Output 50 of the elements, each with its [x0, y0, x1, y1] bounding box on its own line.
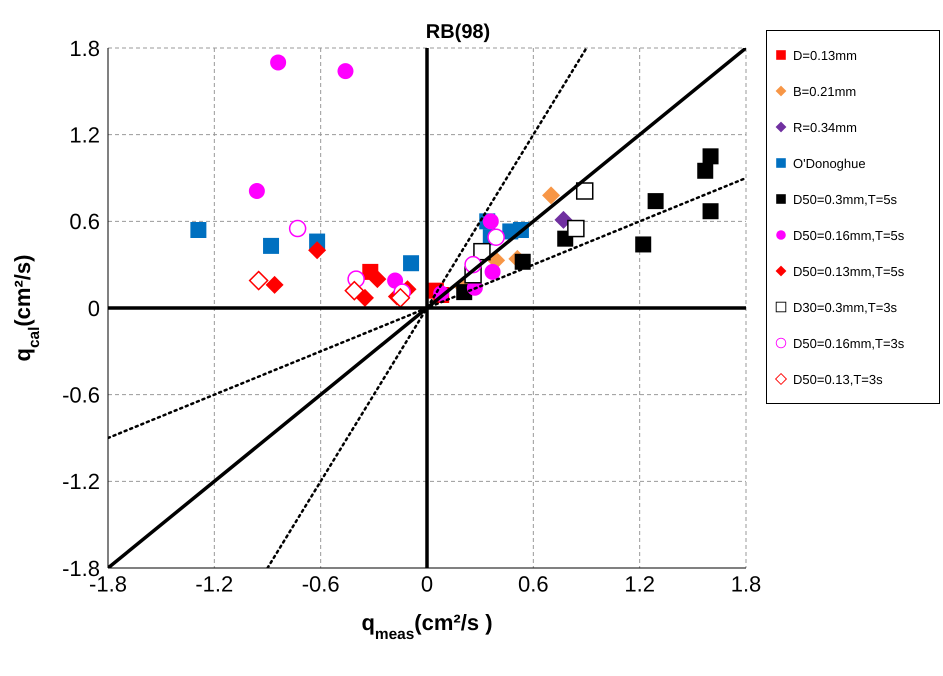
point — [368, 270, 386, 288]
y-tick-label: -0.6 — [62, 382, 100, 408]
point — [266, 276, 284, 294]
x-axis-title: q$_{meas}$(cm²/s ) — [361, 610, 493, 642]
point — [337, 63, 354, 80]
legend-label: R=0.34mm — [793, 120, 857, 134]
point — [514, 254, 531, 270]
legend-label: D50=0.16mm,T=3s — [793, 336, 904, 350]
y-tick-label: -1.2 — [62, 469, 100, 494]
legend-label: D50=0.13,T=3s — [793, 372, 883, 386]
point — [482, 213, 499, 230]
point — [248, 270, 268, 290]
point — [270, 54, 286, 70]
legend-label: D30=0.3mm,T=3s — [793, 300, 898, 314]
x-tick-label: 1.2 — [624, 572, 655, 597]
point — [576, 182, 594, 200]
point — [248, 183, 265, 199]
x-tick-label: 0.6 — [518, 572, 549, 597]
point — [484, 264, 501, 280]
point — [403, 255, 420, 272]
x-tick-label: -0.6 — [302, 572, 340, 597]
y-tick-label: 1.8 — [69, 36, 100, 61]
y-tick-label: 0.6 — [69, 209, 100, 234]
point — [567, 220, 585, 238]
point — [542, 186, 560, 204]
legend-label: D50=0.3mm,T=5s — [793, 192, 898, 206]
legend-label: D=0.13mm — [793, 48, 857, 62]
chart-title: RB(98) — [426, 21, 490, 43]
x-tick-label: 1.8 — [730, 572, 762, 597]
point — [697, 162, 714, 179]
point — [390, 288, 410, 308]
y-tick-label: 1.2 — [69, 122, 100, 148]
point — [648, 193, 664, 210]
legend-label: O'Donoghue — [793, 156, 866, 170]
point — [487, 228, 505, 246]
point — [190, 222, 206, 238]
legend-label: B=0.21mm — [793, 84, 856, 98]
legend-label: D50=0.16mm,T=5s — [793, 228, 904, 242]
point — [554, 210, 572, 229]
y-tick-label: 0 — [88, 296, 100, 321]
point — [263, 238, 280, 254]
point — [356, 288, 374, 307]
point — [702, 203, 719, 220]
x-tick-label: 0 — [420, 572, 434, 597]
point — [308, 241, 326, 260]
x-tick-label: -1.2 — [195, 572, 234, 597]
point — [344, 280, 364, 300]
legend-label: D50=0.13mm,T=5s — [793, 264, 904, 278]
point — [635, 236, 652, 252]
point — [702, 148, 719, 164]
